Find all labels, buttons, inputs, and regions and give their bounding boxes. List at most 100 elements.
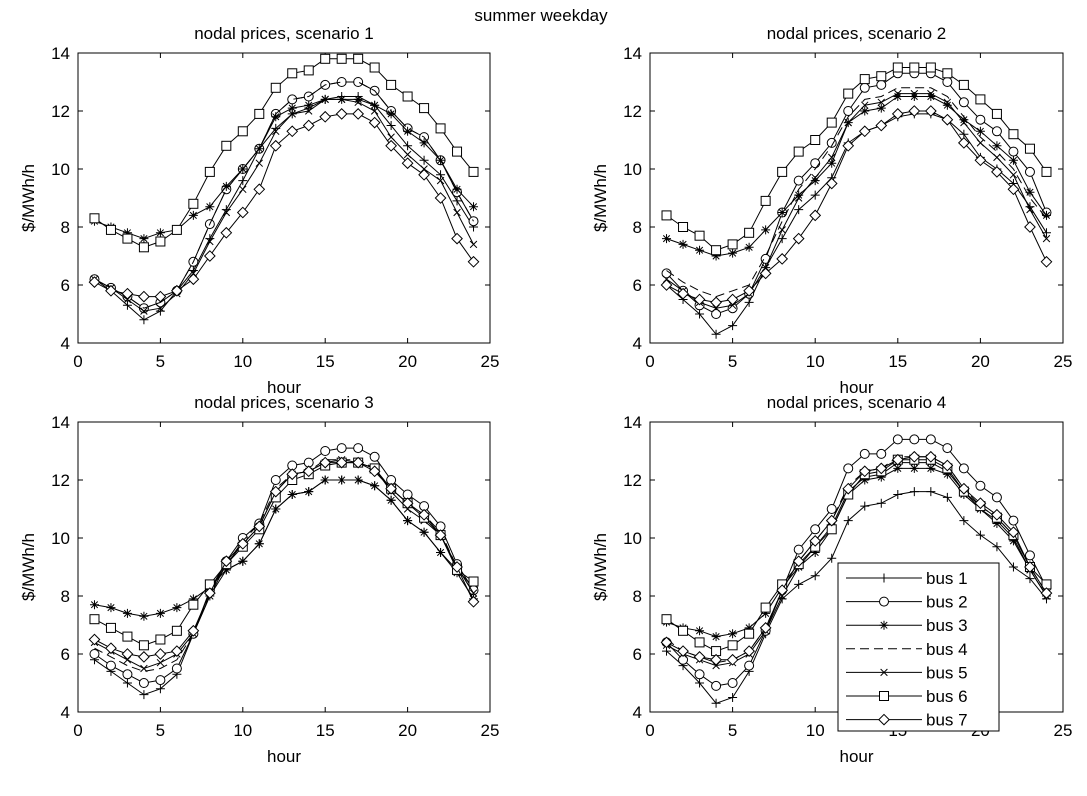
data-point: [88, 276, 101, 288]
data-point: [155, 236, 166, 247]
data-point: [138, 242, 149, 253]
data-point: [155, 684, 165, 694]
series-bus-7: [660, 450, 1053, 666]
data-point: [908, 105, 921, 117]
data-point: [975, 94, 986, 105]
data-point: [744, 660, 755, 671]
data-point: [942, 469, 952, 479]
data-point: [105, 642, 117, 655]
data-point: [155, 228, 165, 238]
data-point: [122, 228, 132, 238]
data-point: [303, 65, 314, 76]
legend-label: bus 5: [926, 663, 968, 682]
data-point: [777, 166, 788, 177]
data-point: [992, 519, 1002, 528]
data-point: [304, 107, 313, 115]
data-point: [811, 173, 819, 182]
data-point: [910, 89, 919, 98]
data-point: [662, 234, 672, 244]
data-point: [941, 459, 954, 472]
series-line: [666, 491, 1047, 704]
data-point: [353, 94, 363, 104]
data-point: [793, 146, 804, 157]
data-point: [960, 118, 968, 127]
data-point: [891, 108, 904, 120]
data-point: [1024, 550, 1035, 561]
data-point: [304, 487, 314, 497]
panel-3: 0 5 10 15 20 25 4 6 8 10 12 14 nodal prices, scenari…: [19, 393, 499, 766]
data-point: [122, 608, 132, 618]
axes-box: [649, 52, 1064, 344]
data-point: [253, 520, 266, 533]
data-point: [138, 640, 149, 651]
data-point: [419, 138, 429, 148]
data-point: [304, 100, 314, 110]
data-point: [352, 456, 365, 469]
legend-marker: [879, 573, 889, 583]
data-point: [942, 68, 953, 79]
data-point: [727, 640, 738, 651]
series-line: [94, 98, 474, 240]
data-point: [1007, 526, 1020, 539]
data-point: [843, 516, 853, 526]
data-point: [958, 463, 969, 474]
data-point: [991, 108, 1002, 119]
data-point: [302, 465, 315, 478]
data-point: [451, 232, 463, 245]
data-point: [810, 158, 821, 169]
y-axis-label: $/MWh/h: [591, 164, 610, 232]
data-point: [269, 485, 282, 498]
data-point: [860, 475, 870, 485]
data-point: [958, 79, 969, 90]
data-point: [876, 472, 886, 482]
data-point: [728, 693, 738, 702]
data-point: [909, 434, 920, 445]
x-tick-label: 10: [806, 352, 825, 371]
data-point: [1024, 166, 1035, 177]
data-point: [203, 250, 216, 262]
y-tick-label: 6: [633, 276, 642, 295]
data-point: [1024, 143, 1035, 154]
x-tick-label: 5: [156, 721, 165, 740]
data-point: [271, 112, 281, 122]
data-point: [452, 146, 463, 157]
legend-label: bus 6: [926, 687, 968, 706]
y-tick-label: 10: [623, 160, 642, 179]
data-point: [105, 284, 117, 297]
y-tick-label: 14: [623, 44, 642, 63]
legend-box: [837, 562, 1000, 732]
x-tick-label: 10: [806, 721, 825, 740]
data-point: [893, 92, 903, 101]
data-point: [693, 293, 706, 306]
y-tick-label: 4: [633, 334, 642, 353]
legend-label: bus 7: [926, 711, 968, 730]
data-point: [991, 166, 1003, 178]
data-point: [369, 451, 380, 462]
data-point: [155, 675, 166, 686]
data-point: [909, 62, 920, 73]
data-point: [353, 475, 363, 485]
data-point: [1008, 536, 1018, 546]
data-point: [843, 106, 854, 116]
data-point: [661, 614, 672, 625]
x-axis-label: hour: [839, 747, 873, 766]
data-point: [992, 141, 1002, 151]
data-point: [469, 202, 479, 212]
data-point: [403, 150, 412, 159]
data-point: [385, 482, 398, 495]
data-point: [991, 126, 1002, 137]
data-point: [694, 230, 705, 241]
panel-title: nodal prices, scenario 4: [767, 393, 947, 412]
y-tick-label: 14: [51, 44, 70, 63]
data-point: [255, 159, 264, 167]
data-point: [975, 126, 985, 136]
y-tick-label: 6: [61, 645, 70, 664]
data-point: [138, 290, 150, 303]
legend-marker: [879, 691, 889, 701]
data-point: [842, 139, 855, 152]
data-point: [121, 648, 134, 660]
data-point: [876, 498, 886, 508]
data-point: [975, 480, 986, 491]
data-point: [171, 625, 182, 636]
data-point: [434, 529, 447, 541]
